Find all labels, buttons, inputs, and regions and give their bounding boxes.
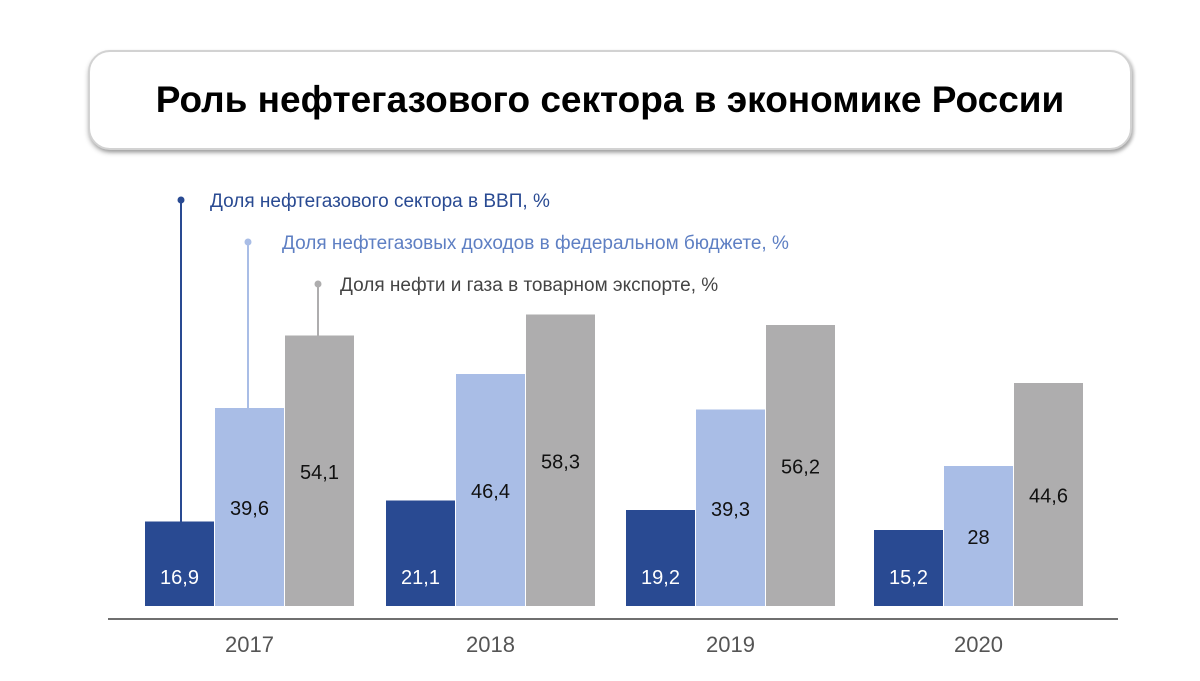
bar-2020-series-3 — [1014, 383, 1083, 606]
bar-2019-series-3 — [766, 325, 835, 606]
data-label: 39,3 — [711, 499, 750, 521]
bar-2019-series-2 — [696, 409, 765, 606]
x-tick-label: 2020 — [954, 632, 1003, 657]
data-label: 46,4 — [471, 481, 510, 503]
bar-2020-series-1 — [874, 530, 943, 606]
data-label: 58,3 — [541, 451, 580, 473]
legend-marker — [244, 238, 252, 246]
data-label: 16,9 — [160, 567, 199, 589]
data-label: 15,2 — [889, 567, 928, 589]
x-tick-label: 2017 — [225, 632, 274, 657]
bar-2017-series-2 — [215, 408, 284, 606]
title-box: Роль нефтегазового сектора в экономике Р… — [88, 50, 1132, 150]
data-label: 44,6 — [1029, 486, 1068, 508]
data-label: 28 — [967, 527, 989, 549]
data-label: 21,1 — [401, 567, 440, 589]
legend-marker — [314, 280, 322, 288]
bar-2018-series-1 — [386, 500, 455, 606]
bar-2019-series-1 — [626, 510, 695, 606]
bar-2020-series-2 — [944, 466, 1013, 606]
legend-marker — [177, 196, 185, 204]
data-label: 56,2 — [781, 457, 820, 479]
data-label: 54,1 — [300, 462, 339, 484]
legend-entry: Доля нефти и газа в товарном экспорте, % — [340, 275, 718, 296]
x-tick-label: 2019 — [706, 632, 755, 657]
data-label: 19,2 — [641, 567, 680, 589]
legend-entry: Доля нефтегазовых доходов в федеральном … — [282, 233, 789, 254]
bar-2017-series-1 — [145, 521, 214, 606]
bar-2017-series-3 — [285, 335, 354, 606]
legend-entry: Доля нефтегазового сектора в ВВП, % — [210, 191, 550, 212]
bar-2018-series-3 — [526, 314, 595, 606]
chart-title: Роль нефтегазового сектора в экономике Р… — [155, 79, 1065, 120]
bar-2018-series-2 — [456, 374, 525, 606]
data-label: 39,6 — [230, 498, 269, 520]
x-tick-label: 2018 — [466, 632, 515, 657]
